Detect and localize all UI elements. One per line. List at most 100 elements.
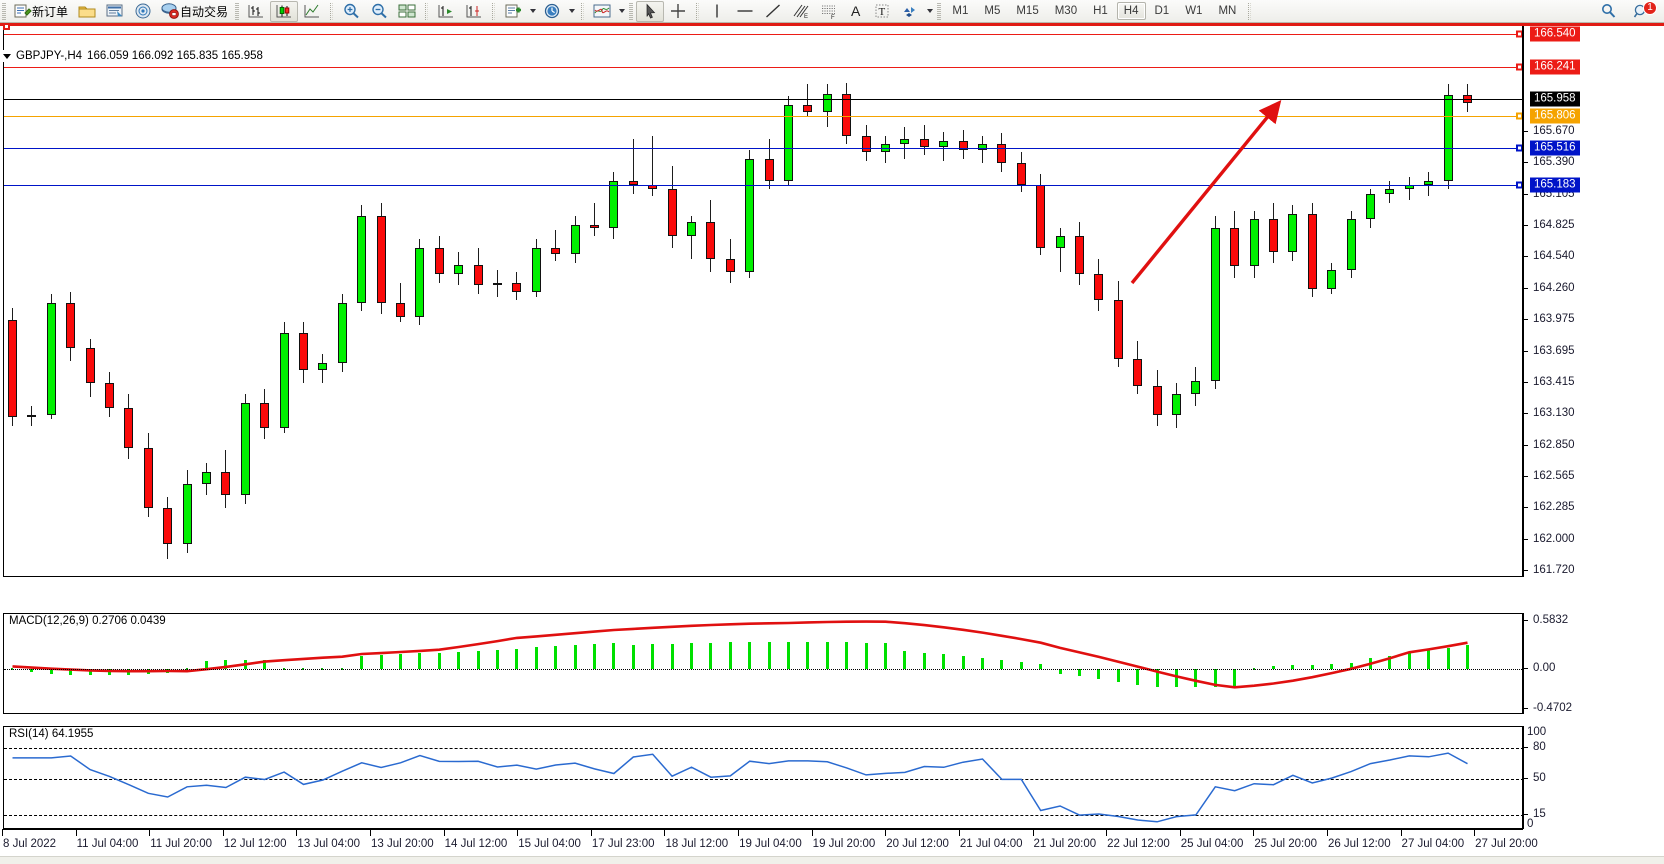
candle-body-bearish (764, 158, 774, 181)
pivot-line-handle[interactable] (1516, 112, 1522, 120)
auto-trading-button[interactable]: 自动交易 (157, 1, 233, 22)
shapes-dropdown-arrow[interactable] (924, 1, 935, 21)
timeframe-h4-button[interactable]: H4 (1116, 2, 1146, 20)
cursor-button[interactable] (636, 0, 665, 22)
macd-histogram-bar (1310, 664, 1314, 670)
resistance-line[interactable] (4, 67, 1522, 69)
macd-histogram-bar (1466, 645, 1469, 670)
level-price-tag[interactable]: 165.806 (1530, 108, 1580, 124)
macd-histogram-bar (573, 645, 577, 670)
level-price-tag[interactable]: 166.241 (1530, 59, 1580, 75)
toolbar-grip-4[interactable] (937, 2, 942, 20)
price-chart-panel[interactable] (3, 25, 1523, 577)
timeframe-d1-button[interactable]: D1 (1154, 5, 1170, 17)
text-icon: A (851, 3, 861, 19)
templates-dropdown-arrow[interactable] (616, 1, 627, 21)
timeframe-h1-button[interactable]: H1 (1093, 5, 1108, 17)
rsi-scale[interactable]: 100 80 50 15 0 (1523, 726, 1664, 830)
macd-histogram-bar (1058, 669, 1062, 674)
trend-arrow-annotation[interactable] (4, 25, 1523, 577)
candle-body-bullish (1191, 381, 1201, 395)
chart-area[interactable]: GBPJPY-,H4 166.059 166.092 165.835 165.9… (0, 23, 1664, 864)
macd-tick: -0.4702 (1524, 702, 1572, 714)
horizontal-line-button[interactable] (731, 1, 759, 22)
rsi-panel[interactable]: RSI(14) 64.1955 (3, 726, 1523, 829)
toolbar-separator-5 (696, 2, 700, 20)
toolbar-grip-1[interactable] (2, 2, 6, 20)
fibonacci-button[interactable]: F (815, 1, 843, 22)
bar-chart-button[interactable] (242, 1, 270, 22)
timeframe-mn-button[interactable]: MN (1218, 5, 1237, 17)
new-order-button[interactable]: 新订单 (9, 1, 73, 22)
search-button[interactable] (1594, 1, 1622, 22)
time-axis-label: 11 Jul 04:00 (75, 829, 139, 850)
toolbar-separator-3 (492, 2, 496, 20)
navigator-button[interactable] (101, 1, 129, 22)
text-button[interactable]: A (843, 1, 868, 22)
auto-scroll-button[interactable] (432, 1, 460, 22)
indicators-dropdown-arrow[interactable] (527, 1, 538, 21)
resistance-line-handle[interactable] (1516, 63, 1522, 71)
text-label-icon: T (875, 4, 889, 18)
candle (764, 25, 774, 576)
level-price-tag[interactable]: 165.516 (1530, 140, 1580, 156)
toolbar-grip-3[interactable] (629, 2, 634, 20)
chart-shift-button[interactable] (460, 1, 488, 22)
alerts-button[interactable]: 1 (1628, 0, 1657, 22)
crosshair-button[interactable] (664, 1, 692, 22)
resistance-line-handle[interactable] (1516, 30, 1522, 38)
candle (279, 25, 289, 576)
candle-body-bearish (66, 303, 76, 348)
signal-icon (135, 3, 151, 19)
macd-histogram-bar (1097, 669, 1101, 680)
window-anchor-handle[interactable] (3, 23, 10, 30)
support-line-handle[interactable] (1516, 181, 1522, 189)
bid-line[interactable] (4, 98, 1522, 100)
tile-windows-button[interactable] (393, 1, 421, 22)
line-chart-button[interactable] (298, 1, 326, 22)
macd-histogram-bar (1427, 650, 1431, 670)
zoom-out-button[interactable] (365, 1, 393, 22)
macd-zero-line (4, 669, 1522, 671)
periods-dropdown-arrow[interactable] (566, 1, 577, 21)
macd-histogram-bar (748, 641, 752, 670)
zoom-in-button[interactable] (337, 1, 365, 22)
market-watch-button[interactable] (129, 1, 157, 22)
candlestick-chart-button[interactable] (270, 0, 299, 22)
macd-panel[interactable]: MACD(12,26,9) 0.2706 0.0439 (3, 613, 1523, 714)
text-label-button[interactable]: T (868, 1, 896, 22)
level-price-tag[interactable]: 165.183 (1530, 177, 1580, 193)
bottom-scrollbar[interactable] (0, 856, 1664, 864)
candle (1230, 25, 1240, 576)
data-window-button[interactable] (73, 1, 101, 22)
toolbar-grip-2[interactable] (235, 2, 240, 20)
bar-chart-icon (248, 5, 264, 18)
timeframe-w1-button[interactable]: W1 (1185, 5, 1203, 17)
timeframe-m1-button[interactable]: M1 (952, 5, 969, 17)
vertical-line-button[interactable] (703, 1, 731, 22)
equidistant-channel-button[interactable]: E (787, 1, 815, 22)
price-tick: 164.825 (1524, 219, 1575, 231)
trendline-button[interactable] (759, 1, 787, 22)
periods-button[interactable] (538, 1, 566, 22)
level-price-tag[interactable]: 166.540 (1530, 26, 1580, 42)
timeframe-m5-button[interactable]: M5 (984, 5, 1001, 17)
templates-button[interactable] (588, 1, 616, 22)
price-scale[interactable]: 165.670 165.390 165.105 164.825 164.540 164.2… (1523, 25, 1664, 577)
resistance-line[interactable] (4, 33, 1522, 35)
timeframe-m30-button[interactable]: M30 (1054, 5, 1078, 17)
timeframe-m15-button[interactable]: M15 (1016, 5, 1039, 17)
macd-scale[interactable]: 0.5832 0.00 -0.4702 (1523, 613, 1664, 714)
symbol-header[interactable]: GBPJPY-,H4 166.059 166.092 165.835 165.9… (3, 50, 267, 62)
candle-body-bullish (240, 403, 250, 495)
support-line[interactable] (4, 184, 1522, 186)
candle-body-bullish (493, 283, 502, 286)
candle (454, 25, 464, 576)
support-line-handle[interactable] (1516, 144, 1522, 152)
indicators-button[interactable] (499, 1, 527, 22)
support-line[interactable] (4, 147, 1522, 149)
chevron-down-icon[interactable] (3, 53, 11, 59)
shapes-button[interactable] (896, 1, 924, 22)
candle-body-bearish (163, 508, 173, 544)
pivot-line[interactable] (4, 115, 1522, 117)
